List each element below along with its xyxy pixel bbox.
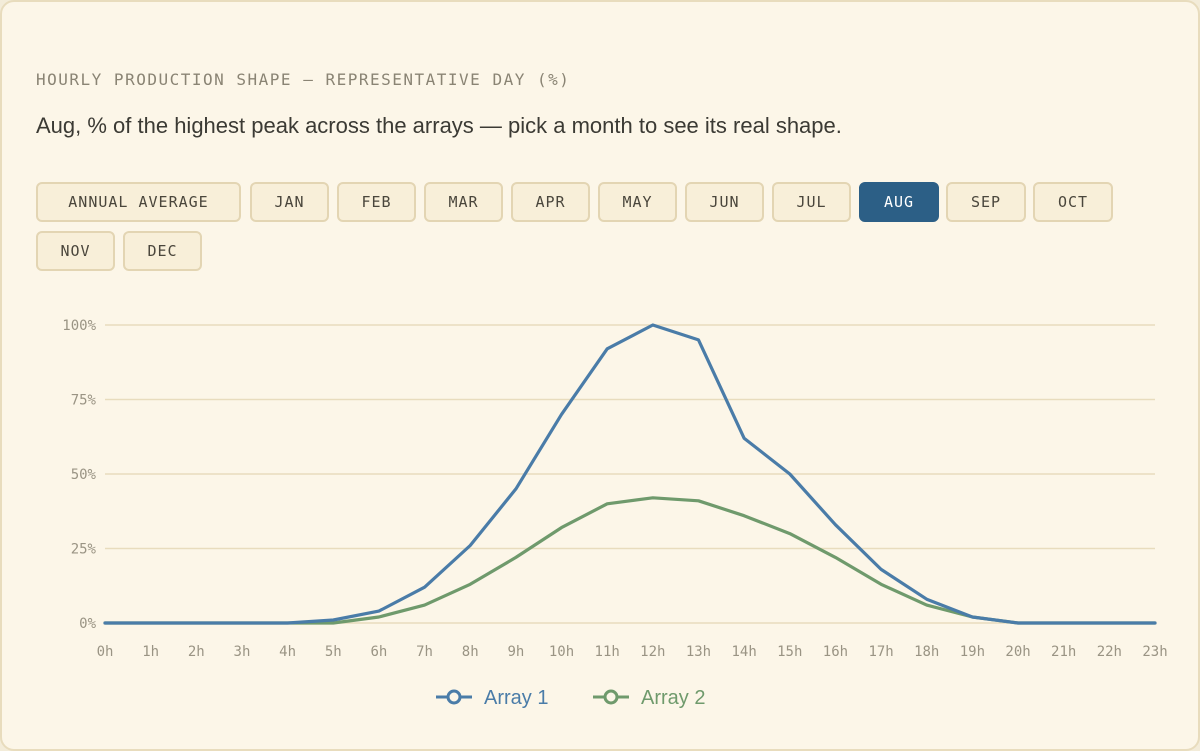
series-lines <box>103 323 1157 625</box>
series-line-array-2 <box>103 496 1157 625</box>
legend-item-array-1: Array 1 <box>436 687 548 709</box>
legend-label: Array 1 <box>484 687 548 709</box>
legend-swatch-marker <box>603 689 619 705</box>
legend: Array 1 Array 2 <box>436 687 705 709</box>
month-button-sep[interactable]: SEP <box>946 182 1026 222</box>
legend-item-array-2: Array 2 <box>593 687 705 709</box>
month-button-apr[interactable]: APR <box>511 182 590 222</box>
x-tick-label: 10h <box>549 644 574 660</box>
x-tick-label: 0h <box>97 644 114 660</box>
month-button-mar[interactable]: MAR <box>424 182 503 222</box>
x-axis: 0h 1h 2h 3h 4h 5h 6h 7h 8h 9h 10h 11h 12h 13h 14h 15h 16… <box>97 644 1168 660</box>
y-axis: 0% 25% 50% 75% 100% <box>62 318 96 632</box>
month-button-feb[interactable]: FEB <box>337 182 416 222</box>
x-tick-label: 1h <box>142 644 159 660</box>
x-tick-label: 14h <box>731 644 756 660</box>
x-tick-label: 5h <box>325 644 342 660</box>
chart-subtitle: Aug, % of the highest peak across the ar… <box>36 113 842 138</box>
month-button-jan[interactable]: JAN <box>250 182 329 222</box>
x-tick-label: 19h <box>960 644 985 660</box>
x-tick-label: 18h <box>914 644 939 660</box>
x-tick-label: 8h <box>462 644 479 660</box>
month-button-oct[interactable]: OCT <box>1033 182 1113 222</box>
y-tick-label: 0% <box>79 616 96 632</box>
x-tick-label: 4h <box>279 644 296 660</box>
x-tick-label: 23h <box>1142 644 1167 660</box>
month-button-dec[interactable]: DEC <box>123 231 202 271</box>
y-tick-label: 75% <box>71 393 97 409</box>
x-tick-label: 11h <box>595 644 620 660</box>
x-tick-label: 2h <box>188 644 205 660</box>
y-tick-label: 100% <box>62 318 96 334</box>
x-tick-label: 3h <box>234 644 251 660</box>
grid-lines <box>105 324 1155 624</box>
y-tick-label: 50% <box>71 467 97 483</box>
x-tick-label: 12h <box>640 644 665 660</box>
x-tick-label: 16h <box>823 644 848 660</box>
chart-title: HOURLY PRODUCTION SHAPE — REPRESENTATIVE… <box>36 70 571 89</box>
x-tick-label: 15h <box>777 644 802 660</box>
legend-swatch-marker <box>446 689 462 705</box>
legend-label: Array 2 <box>641 687 705 709</box>
y-tick-label: 25% <box>71 542 97 558</box>
month-button-may[interactable]: MAY <box>598 182 677 222</box>
month-button-annual-average[interactable]: ANNUAL AVERAGE <box>36 182 241 222</box>
x-tick-label: 17h <box>868 644 893 660</box>
series-line-array-1 <box>103 323 1157 625</box>
x-tick-label: 9h <box>507 644 524 660</box>
x-tick-label: 21h <box>1051 644 1076 660</box>
month-button-jun[interactable]: JUN <box>685 182 764 222</box>
x-tick-label: 20h <box>1005 644 1030 660</box>
x-tick-label: 7h <box>416 644 433 660</box>
x-tick-label: 22h <box>1097 644 1122 660</box>
month-button-jul[interactable]: JUL <box>772 182 851 222</box>
month-button-aug[interactable]: AUG <box>859 182 939 222</box>
month-button-nov[interactable]: NOV <box>36 231 115 271</box>
x-tick-label: 13h <box>686 644 711 660</box>
x-tick-label: 6h <box>370 644 387 660</box>
